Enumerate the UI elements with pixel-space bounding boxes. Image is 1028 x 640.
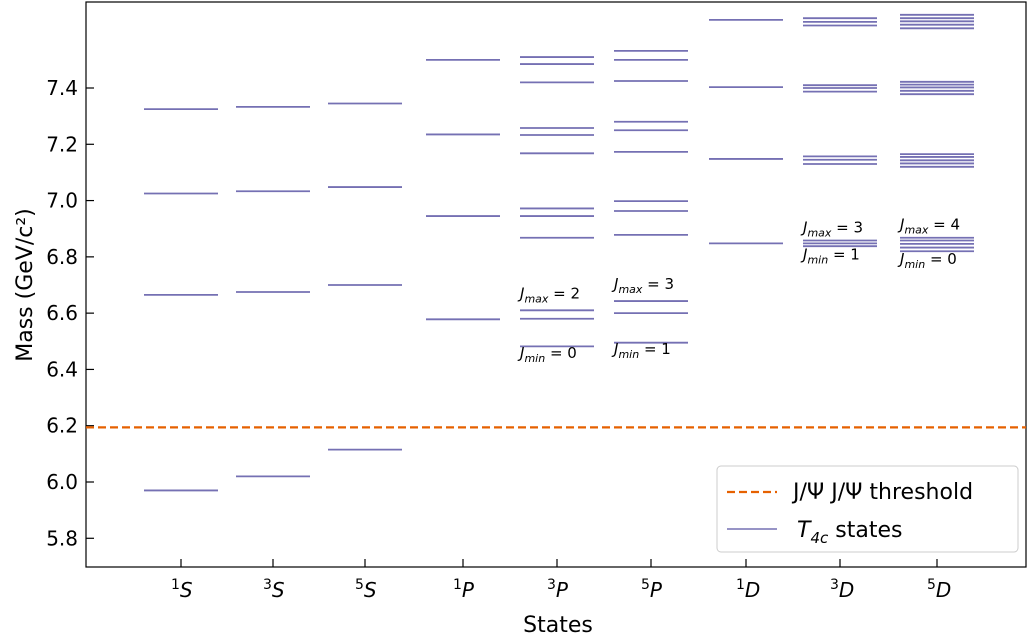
legend-threshold-label: J/Ψ J/Ψ threshold [791,480,973,505]
x-tick-label: 1S [171,577,193,602]
j-annotation: Jmin = 1 [611,340,671,361]
y-tick-label: 6.6 [46,301,78,325]
y-tick-label: 7.0 [46,189,78,213]
x-tick-label: 1D [736,577,760,602]
x-tick-label: 3D [830,577,854,602]
x-tick-label: 1P [453,577,475,602]
y-ticks: 5.8 6.0 6.2 6.4 6.6 6.8 7.0 7.2 7.4 [46,76,94,550]
legend: J/Ψ J/Ψ threshold T4c states [716,465,1019,553]
x-tick-label: 5D [927,577,951,602]
j-annotation: Jmin = 0 [517,344,577,365]
j-annotation: Jmax = 2 [517,285,580,306]
x-tick-label: 5P [641,577,663,602]
x-tick-label: 5S [355,577,377,602]
j-annotation: Jmax = 3 [611,275,674,296]
j-annotation: Jmin = 1 [800,246,860,267]
y-tick-label: 6.8 [46,245,78,269]
legend-box [716,465,1019,553]
j-annotation: Jmin = 0 [897,250,957,271]
j-annotations: Jmax = 2 Jmin = 0 Jmax = 3 Jmin = 1 Jmax = 3… [517,216,960,366]
legend-states-label: T4c states [797,518,902,547]
y-tick-label: 5.8 [46,526,78,550]
y-tick-label: 7.2 [46,132,78,156]
x-tick-label: 3S [263,577,285,602]
y-axis-label: Mass (GeV/c²) [13,208,38,362]
j-annotation: Jmax = 3 [800,218,863,239]
y-tick-label: 6.2 [46,414,78,438]
y-tick-label: 7.4 [46,76,78,100]
x-tick-label: 3P [547,577,569,602]
x-ticks: 1S 3S 5S 1P 3P 5P 1D 3D 5D [171,559,951,602]
j-annotation: Jmax = 4 [897,216,960,237]
x-axis-label: States [523,613,593,638]
y-tick-label: 6.4 [46,357,78,381]
y-tick-label: 6.0 [46,470,78,494]
plot-frame [85,1,1027,568]
energy-levels [144,13,974,492]
